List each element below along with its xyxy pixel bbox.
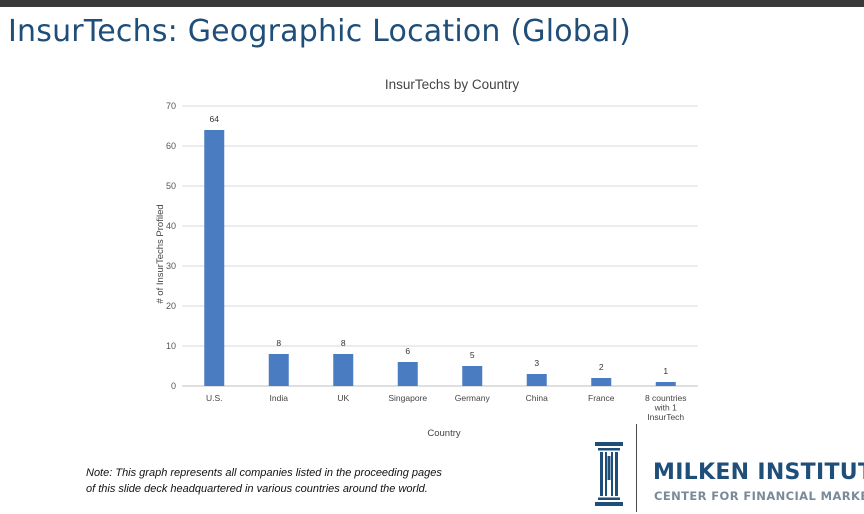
- y-tick-label: 40: [166, 221, 176, 231]
- x-tick-label: Singapore: [388, 393, 427, 403]
- bar: [462, 366, 483, 386]
- x-tick-label: Germany: [455, 393, 491, 403]
- footnote-line-2: of this slide deck headquartered in vari…: [86, 483, 428, 495]
- top-strip: [0, 0, 864, 7]
- data-label: 5: [470, 350, 475, 360]
- x-tick-label: France: [588, 393, 615, 403]
- bar: [526, 374, 547, 386]
- data-label: 6: [405, 346, 410, 356]
- bar: [204, 130, 225, 386]
- y-tick-label: 70: [166, 101, 176, 111]
- bar: [655, 382, 676, 386]
- bar: [591, 378, 612, 386]
- footnote: Note: This graph represents all companie…: [86, 465, 556, 497]
- logo-name: MILKEN INSTITUTE: [653, 460, 864, 485]
- logo-divider: [636, 424, 637, 512]
- chart-title: InsurTechs by Country: [385, 77, 520, 92]
- logo-subtitle: CENTER FOR FINANCIAL MARKETS: [654, 489, 864, 503]
- x-tick-label: China: [526, 393, 548, 403]
- x-tick-label: 8 countries with 1 InsurTech: [645, 393, 687, 422]
- y-tick-label: 0: [171, 381, 176, 391]
- data-label: 1: [663, 366, 668, 376]
- x-tick-label: India: [270, 393, 289, 403]
- data-label: 2: [599, 362, 604, 372]
- x-tick-label: U.S.: [206, 393, 223, 403]
- footnote-line-1: Note: This graph represents all companie…: [86, 467, 442, 479]
- data-label: 8: [276, 338, 281, 348]
- data-label: 64: [210, 114, 220, 124]
- x-axis-title: Country: [427, 428, 461, 439]
- y-tick-label: 20: [166, 301, 176, 311]
- slide-title: InsurTechs: Geographic Location (Global): [8, 14, 632, 49]
- bar-chart: InsurTechs by Country 0 10 20 30 40 50 60 70 64 U.…: [155, 77, 698, 439]
- bar: [333, 354, 354, 386]
- y-axis-title: # of InsurTechs Profiled: [155, 204, 166, 303]
- column-building-icon: [595, 442, 623, 506]
- data-label: 8: [341, 338, 346, 348]
- y-tick-label: 30: [166, 261, 176, 271]
- y-tick-label: 60: [166, 141, 176, 151]
- bar: [397, 362, 418, 386]
- y-tick-label: 50: [166, 181, 176, 191]
- x-tick-label: UK: [337, 393, 349, 403]
- bar: [268, 354, 289, 386]
- data-label: 3: [534, 358, 539, 368]
- y-tick-label: 10: [166, 341, 176, 351]
